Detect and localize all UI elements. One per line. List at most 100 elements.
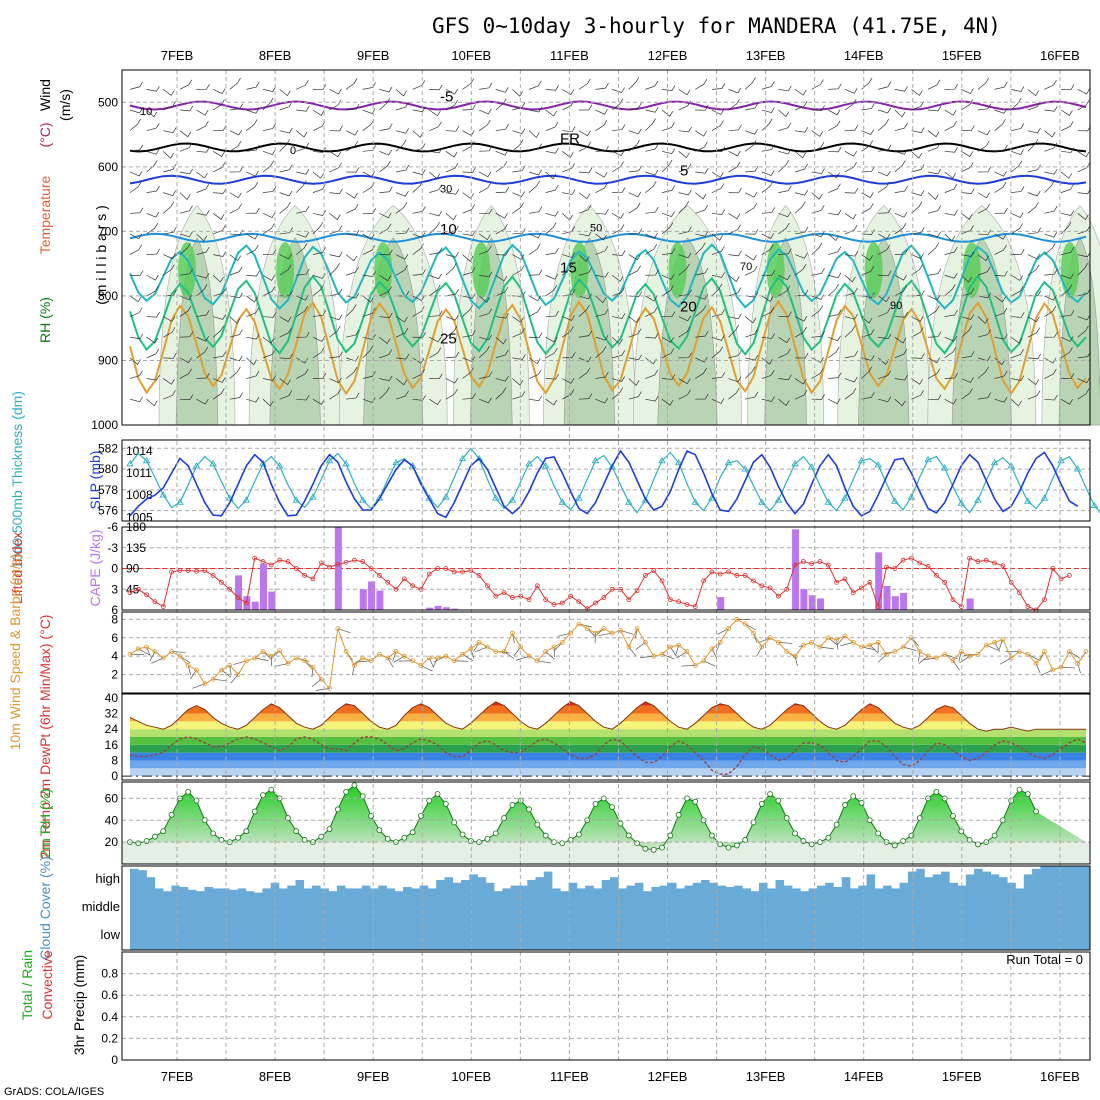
wind-speed-point: [800, 642, 806, 648]
wind-barb: [944, 272, 958, 279]
wind-barb: [445, 225, 459, 235]
rh-point: [609, 804, 616, 811]
cloud-high-bar: [651, 887, 660, 894]
wind-barb: [1060, 210, 1075, 216]
cloud-high-bar: [1015, 888, 1025, 894]
wind-barb: [745, 129, 758, 135]
wind-barb: [994, 307, 1008, 317]
wind-barb: [961, 125, 975, 132]
wind-barb: [711, 335, 725, 341]
wind-barb: [562, 315, 575, 321]
lifted-index-point: [185, 568, 191, 573]
wind-barb: [611, 212, 625, 219]
wind-barb: [595, 371, 609, 379]
lifted-index-point: [667, 597, 673, 603]
lifted-index-point: [393, 586, 399, 592]
rh-point: [875, 830, 882, 837]
wind-barb: [379, 86, 393, 93]
wind-barb: [711, 272, 725, 278]
wind-barb: [911, 164, 925, 173]
thickness-marker: [1090, 501, 1099, 508]
wind-speed-point: [260, 649, 266, 654]
wind-barb: [129, 107, 143, 114]
thickness-marker: [757, 498, 766, 505]
cape-bar: [235, 575, 243, 610]
lifted-index-point: [268, 562, 274, 568]
wind-barb: [329, 251, 343, 258]
cloud-high-bar: [518, 885, 528, 894]
wind-barb: [761, 118, 773, 131]
lifted-index-point: [967, 555, 973, 561]
wind-barb: [1060, 121, 1074, 131]
cloud-high-bar: [552, 888, 561, 894]
wind-barb: [346, 392, 360, 400]
wind-barb: [711, 372, 726, 379]
rh2m-label: 2m RH (%): [37, 788, 53, 857]
wind-barb: [146, 86, 160, 92]
thickness-marker: [525, 460, 533, 467]
rh-point: [492, 830, 499, 837]
temp-bands: [130, 701, 1086, 777]
wind-barb: [595, 182, 608, 193]
wind-barb: [163, 89, 175, 96]
thickness-tick: 576: [98, 504, 118, 518]
wind-barb: [212, 388, 225, 400]
wind-barb: [262, 97, 274, 111]
wind-speed-point: [426, 655, 432, 661]
wind-speed-point: [892, 649, 898, 654]
cloud-high-bar: [560, 891, 569, 894]
wind-barb: [778, 159, 790, 173]
wind-barb: [279, 139, 291, 152]
wind-barb: [778, 311, 792, 318]
lifted-index-point: [169, 569, 174, 575]
wind-barb: [661, 211, 675, 217]
wind-barb: [678, 252, 692, 259]
wind-barb: [894, 311, 909, 318]
wind-barb: [312, 398, 325, 405]
rh-point: [1033, 808, 1040, 815]
temp-tick: 40: [105, 691, 119, 705]
wind-barb: [628, 316, 641, 324]
lifted-index-point: [252, 555, 258, 561]
lifted-index-point: [160, 604, 166, 609]
wind-barb: [794, 389, 808, 400]
wind-barb: [1077, 213, 1089, 221]
wind-barb: [944, 309, 958, 317]
wind-barb: [163, 227, 177, 235]
cloud-high-bar: [593, 888, 603, 894]
lifted-index-point: [385, 579, 391, 585]
wind-barb: [861, 254, 874, 261]
wind-barb: [212, 274, 224, 283]
wind-barb: [878, 233, 891, 240]
wind-barb: [462, 167, 476, 173]
wind-barb: [711, 120, 724, 131]
rh-point: [709, 832, 715, 839]
thickness-marker: [1040, 494, 1049, 501]
thickness-marker: [1073, 465, 1082, 472]
wind-barb: [628, 354, 642, 361]
wind-barb: [778, 122, 792, 132]
wind-barb: [794, 201, 806, 214]
wind-barb: [595, 308, 609, 317]
wind-barb: [279, 190, 293, 197]
wind-barb: [562, 89, 575, 95]
wind-barb: [429, 336, 442, 343]
lifted-index-point: [410, 583, 416, 589]
wind-barb: [495, 98, 507, 111]
cloud-high-bar: [336, 885, 346, 894]
wind-barb: [861, 266, 875, 276]
wind-barb: [661, 285, 674, 297]
cloud-high-bar: [361, 885, 371, 894]
wind-barb: [362, 108, 376, 115]
wind-barb: [379, 160, 391, 173]
lifted-index-point: [942, 579, 948, 585]
wind-barb: [894, 348, 908, 359]
thickness-tick: 578: [98, 483, 118, 497]
top-date-label: 15FEB: [942, 48, 982, 63]
wind-barb: [163, 264, 175, 276]
wind-barb: [146, 212, 160, 218]
wind-barb: [229, 292, 243, 299]
wind-speed-point: [759, 644, 765, 650]
wind-speed-point: [942, 651, 948, 657]
